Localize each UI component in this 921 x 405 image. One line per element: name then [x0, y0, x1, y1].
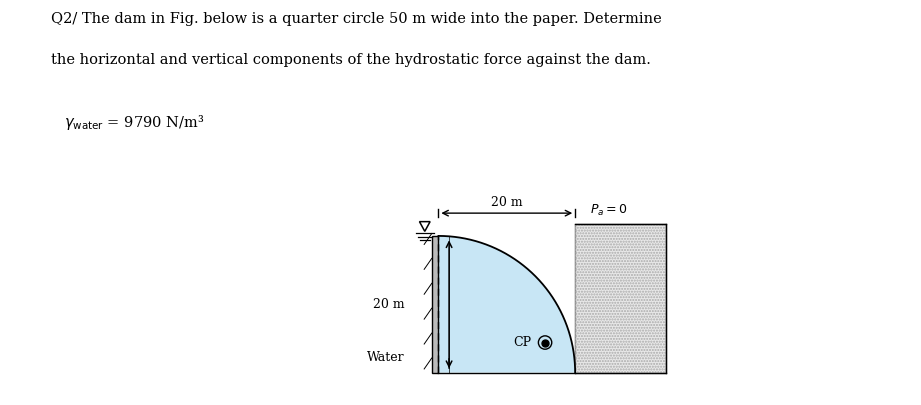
Polygon shape	[419, 222, 430, 231]
Text: Water: Water	[367, 351, 405, 364]
Text: 20 m: 20 m	[491, 196, 522, 209]
Polygon shape	[438, 236, 575, 373]
Text: $\gamma_{\rm water}$ = 9790 N/m³: $\gamma_{\rm water}$ = 9790 N/m³	[64, 113, 204, 132]
Polygon shape	[575, 224, 666, 373]
Text: CP: CP	[513, 336, 531, 349]
Text: $P_a=0$: $P_a=0$	[590, 202, 628, 218]
Polygon shape	[432, 236, 438, 373]
Text: Q2/ The dam in Fig. below is a quarter circle 50 m wide into the paper. Determin: Q2/ The dam in Fig. below is a quarter c…	[51, 12, 661, 26]
Text: 20 m: 20 m	[373, 298, 405, 311]
Text: the horizontal and vertical components of the hydrostatic force against the dam.: the horizontal and vertical components o…	[51, 53, 650, 67]
